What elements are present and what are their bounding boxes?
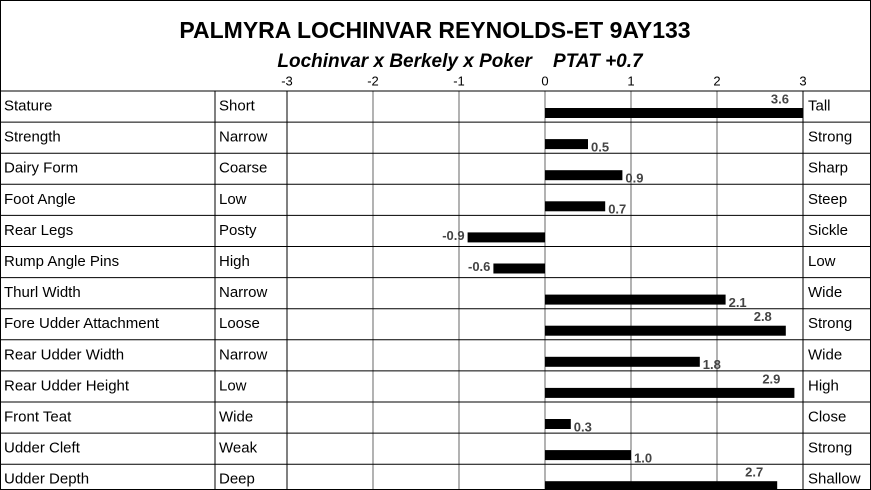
bar xyxy=(545,419,571,429)
bar xyxy=(545,481,778,490)
x-tick-label: 3 xyxy=(799,73,806,88)
low-label: Wide xyxy=(219,409,253,426)
high-label: Strong xyxy=(808,315,852,332)
value-label: 3.6 xyxy=(771,91,789,106)
value-label: 2.9 xyxy=(762,371,780,386)
value-label: -0.9 xyxy=(442,228,464,243)
high-label: Low xyxy=(808,253,836,270)
x-tick-label: -3 xyxy=(281,73,293,88)
x-tick-label: -2 xyxy=(367,73,379,88)
bar xyxy=(545,108,803,118)
value-label: 2.7 xyxy=(745,465,763,480)
value-label: 2.1 xyxy=(729,295,747,310)
bar xyxy=(545,356,700,367)
value-label: 1.0 xyxy=(634,451,652,466)
trait-label: Thurl Width xyxy=(4,284,81,301)
value-label: 0.9 xyxy=(625,171,643,186)
low-label: Deep xyxy=(219,471,255,488)
trait-label: Udder Depth xyxy=(4,471,89,488)
trait-label: Udder Cleft xyxy=(4,440,81,457)
bar xyxy=(545,139,588,150)
low-label: Narrow xyxy=(219,284,268,301)
bar xyxy=(545,201,606,212)
trait-label: Rear Udder Height xyxy=(4,377,130,394)
value-label: -0.6 xyxy=(468,259,490,274)
low-label: Coarse xyxy=(219,160,267,177)
trait-label: Rear Udder Width xyxy=(4,346,124,363)
low-label: High xyxy=(219,253,250,270)
trait-label: Fore Udder Attachment xyxy=(4,315,160,332)
high-label: Strong xyxy=(808,440,852,457)
low-label: Low xyxy=(219,377,247,394)
high-label: Shallow xyxy=(808,471,861,488)
high-label: Wide xyxy=(808,284,842,301)
low-label: Narrow xyxy=(219,346,268,363)
low-label: Short xyxy=(219,98,256,115)
value-label: 0.5 xyxy=(591,140,609,155)
trait-label: Dairy Form xyxy=(4,160,78,177)
bar xyxy=(545,170,623,181)
value-label: 0.3 xyxy=(574,419,592,434)
chart-subtitle: Lochinvar x Berkely x Poker PTAT +0.7 xyxy=(277,51,644,72)
high-label: Tall xyxy=(808,98,831,115)
trait-label: Foot Angle xyxy=(4,191,76,208)
low-label: Low xyxy=(219,191,247,208)
high-label: High xyxy=(808,377,839,394)
high-label: Wide xyxy=(808,346,842,363)
x-tick-label: -1 xyxy=(453,73,465,88)
high-label: Sickle xyxy=(808,222,848,239)
chart-title: PALMYRA LOCHINVAR REYNOLDS-ET 9AY133 xyxy=(179,17,690,43)
x-tick-label: 2 xyxy=(713,73,720,88)
trait-label: Rump Angle Pins xyxy=(4,253,119,270)
trait-label: Rear Legs xyxy=(4,222,73,239)
high-label: Steep xyxy=(808,191,847,208)
plot xyxy=(467,108,803,490)
trait-label: Stature xyxy=(4,98,52,115)
trait-label: Strength xyxy=(4,129,61,146)
value-label: 2.8 xyxy=(754,309,772,324)
low-label: Weak xyxy=(219,440,258,457)
x-tick-label: 1 xyxy=(627,73,634,88)
bar xyxy=(467,232,545,243)
bar xyxy=(493,263,545,274)
bar xyxy=(545,294,726,305)
x-tick-label: 0 xyxy=(541,73,548,88)
low-label: Narrow xyxy=(219,129,268,146)
low-label: Loose xyxy=(219,315,260,332)
low-label: Posty xyxy=(219,222,257,239)
bar xyxy=(545,387,795,398)
trait-label: Front Teat xyxy=(4,409,72,426)
high-label: Sharp xyxy=(808,160,848,177)
bar xyxy=(545,450,631,461)
value-label: 1.8 xyxy=(703,357,721,372)
value-label: 0.7 xyxy=(608,202,626,217)
high-label: Close xyxy=(808,409,846,426)
high-label: Strong xyxy=(808,129,852,146)
bar xyxy=(545,325,786,336)
